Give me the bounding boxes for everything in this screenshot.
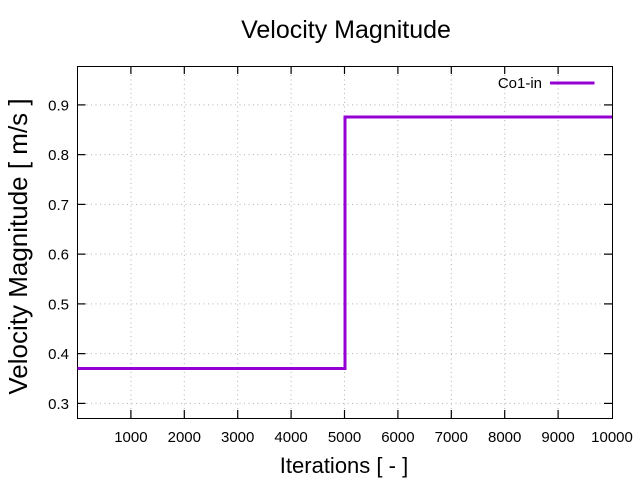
- svg-text:9000: 9000: [541, 429, 574, 446]
- svg-text:6000: 6000: [381, 429, 414, 446]
- svg-text:Iterations [ - ]: Iterations [ - ]: [280, 453, 408, 478]
- svg-text:0.3: 0.3: [48, 396, 69, 413]
- svg-text:Velocity Magnitude: Velocity Magnitude: [241, 16, 451, 44]
- svg-text:1000: 1000: [114, 429, 147, 446]
- svg-text:2000: 2000: [168, 429, 201, 446]
- svg-text:0.7: 0.7: [48, 197, 69, 214]
- svg-text:0.5: 0.5: [48, 296, 69, 313]
- svg-text:7000: 7000: [435, 429, 468, 446]
- svg-text:0.8: 0.8: [48, 147, 69, 164]
- svg-text:5000: 5000: [328, 429, 361, 446]
- svg-text:Co1-in: Co1-in: [498, 75, 542, 92]
- svg-text:8000: 8000: [488, 429, 521, 446]
- svg-text:4000: 4000: [274, 429, 307, 446]
- svg-text:10000: 10000: [591, 429, 633, 446]
- svg-text:0.6: 0.6: [48, 247, 69, 264]
- svg-text:0.4: 0.4: [48, 346, 69, 363]
- svg-text:3000: 3000: [221, 429, 254, 446]
- svg-text:Velocity Magnitude [ m/s ]: Velocity Magnitude [ m/s ]: [3, 98, 33, 394]
- svg-text:0.9: 0.9: [48, 97, 69, 114]
